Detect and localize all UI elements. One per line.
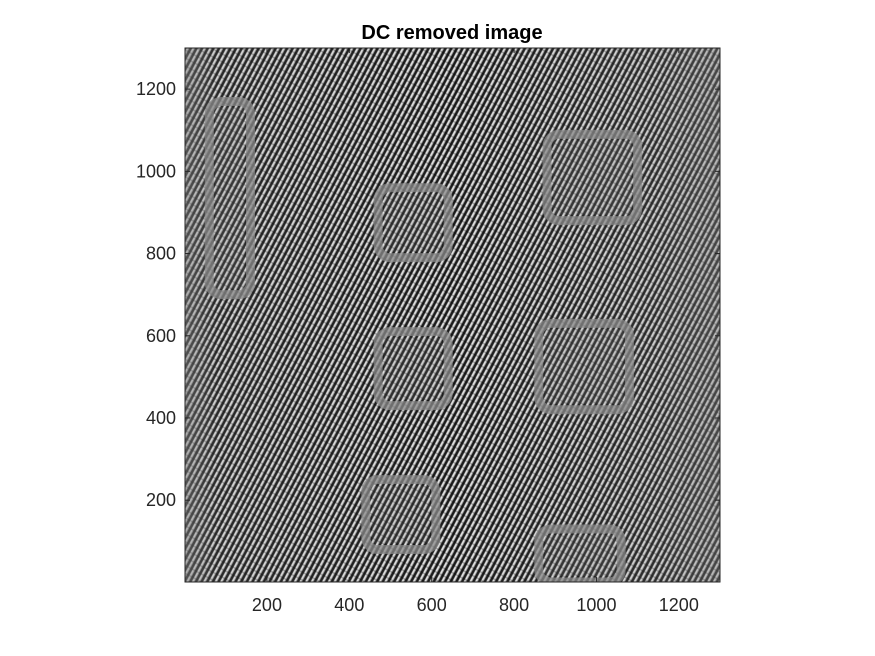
y-tick-label-1200: 1200 — [136, 79, 176, 99]
y-tick-label-800: 800 — [146, 244, 176, 264]
y-axis-ticks: 200 400 600 800 1000 1200 — [136, 79, 720, 510]
x-tick-label-200: 200 — [252, 595, 282, 615]
x-tick-label-1200: 1200 — [659, 595, 699, 615]
y-tick-label-600: 600 — [146, 326, 176, 346]
y-tick-label-200: 200 — [146, 490, 176, 510]
axes-box — [184, 47, 721, 583]
x-tick-label-400: 400 — [334, 595, 364, 615]
x-tick-label-600: 600 — [417, 595, 447, 615]
chart-title: DC removed image — [361, 22, 542, 44]
y-tick-label-1000: 1000 — [136, 161, 176, 181]
x-tick-label-800: 800 — [499, 595, 529, 615]
x-axis-ticks: 200 400 600 800 1000 1200 — [252, 48, 699, 615]
y-tick-label-400: 400 — [146, 408, 176, 428]
image-edge-fade — [185, 48, 720, 582]
x-tick-label-1000: 1000 — [576, 595, 616, 615]
plot-area — [185, 48, 720, 582]
